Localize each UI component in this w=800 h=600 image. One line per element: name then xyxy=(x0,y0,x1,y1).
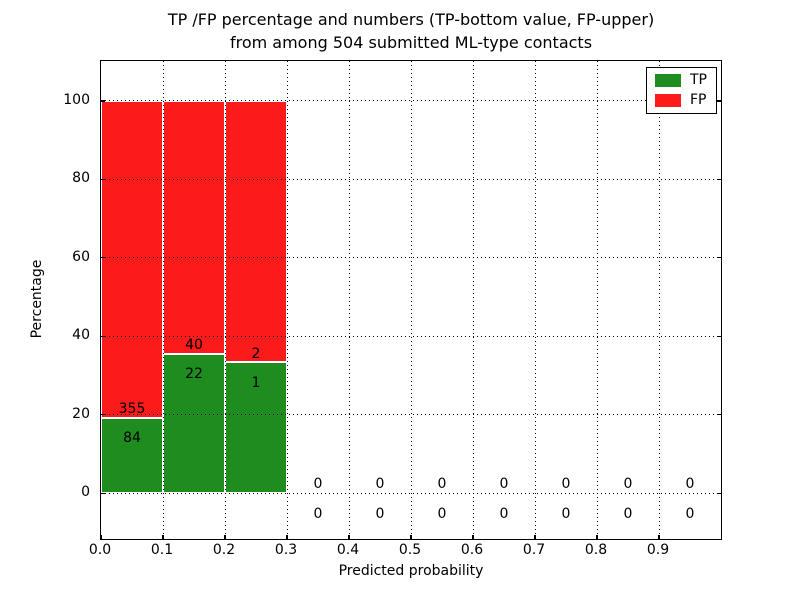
x-tick-label: 0.4 xyxy=(336,542,360,558)
x-tick-mark xyxy=(596,535,598,539)
y-tick-label: 60 xyxy=(72,248,90,265)
y-tick-label: 0 xyxy=(81,484,90,501)
y-tick-mark-right xyxy=(717,414,721,416)
bar-segment-fp xyxy=(163,100,225,354)
x-tick-mark xyxy=(224,535,226,539)
tp-count-label: 0 xyxy=(685,505,695,522)
y-tick-mark-right xyxy=(717,100,721,102)
y-tick-mark xyxy=(101,178,105,180)
y-tick-label: 20 xyxy=(72,405,90,422)
y-tick-mark-right xyxy=(717,257,721,259)
y-tick-mark xyxy=(101,100,105,102)
legend: TP FP xyxy=(646,67,717,114)
tp-count-label: 1 xyxy=(251,374,261,391)
y-tick-mark-right xyxy=(717,335,721,337)
tp-count-label: 0 xyxy=(561,505,571,522)
x-tick-label: 0.2 xyxy=(212,542,236,558)
legend-label-fp: FP xyxy=(690,92,707,108)
gridline-vertical xyxy=(224,61,226,539)
bar-segment-tp xyxy=(163,353,225,494)
bar-segment-fp xyxy=(225,100,287,363)
tp-count-label: 22 xyxy=(185,366,203,383)
fp-count-label: 0 xyxy=(313,476,323,493)
fp-count-label: 0 xyxy=(499,476,509,493)
y-tick-mark xyxy=(101,414,105,416)
x-tick-label: 0.8 xyxy=(584,542,608,558)
y-tick-mark-right xyxy=(717,492,721,494)
fp-count-label: 0 xyxy=(375,476,385,493)
gridline-vertical xyxy=(410,61,412,539)
fp-count-label: 355 xyxy=(118,401,146,418)
fp-count-label: 0 xyxy=(437,476,447,493)
tp-count-label: 0 xyxy=(313,505,323,522)
x-tick-mark xyxy=(658,535,660,539)
fp-count-label: 2 xyxy=(251,345,261,362)
x-tick-label: 0.7 xyxy=(522,542,546,558)
bar-segment-tp xyxy=(225,362,287,494)
x-tick-label: 0.1 xyxy=(150,542,174,558)
y-tick-mark xyxy=(101,335,105,337)
chart-title-line1: TP /FP percentage and numbers (TP-bottom… xyxy=(167,10,655,29)
gridline-vertical xyxy=(472,61,474,539)
bar-segment-tp xyxy=(101,418,163,494)
x-tick-label: 0.5 xyxy=(398,542,422,558)
plot-area: 355 84 40 22 2 1 0 0 0 0 0 0 0 0 0 0 0 0 0 0 TP FP xyxy=(100,60,722,540)
tp-count-label: 0 xyxy=(499,505,509,522)
gridline-vertical xyxy=(286,61,288,539)
fp-count-label: 40 xyxy=(185,337,203,354)
plot-canvas: 355 84 40 22 2 1 0 0 0 0 0 0 0 0 0 0 0 0 0 0 xyxy=(101,61,721,539)
x-tick-mark xyxy=(410,535,412,539)
legend-item-tp: TP xyxy=(655,73,707,88)
tp-count-label: 0 xyxy=(437,505,447,522)
tp-count-label: 0 xyxy=(623,505,633,522)
x-tick-mark xyxy=(534,535,536,539)
bar-segment-fp xyxy=(101,100,163,419)
legend-item-fp: FP xyxy=(655,93,707,108)
tp-count-label: 0 xyxy=(375,505,385,522)
gridline-vertical xyxy=(348,61,350,539)
x-tick-label: 0.9 xyxy=(646,542,670,558)
x-tick-mark xyxy=(472,535,474,539)
x-tick-mark xyxy=(101,535,102,539)
y-tick-mark xyxy=(101,257,105,259)
x-tick-mark xyxy=(348,535,350,539)
fp-count-label: 0 xyxy=(561,476,571,493)
y-tick-label: 100 xyxy=(63,91,90,108)
gridline-vertical xyxy=(534,61,536,539)
chart-title: TP /FP percentage and numbers (TP-bottom… xyxy=(100,8,722,54)
x-tick-label: 0.0 xyxy=(88,542,112,558)
legend-label-tp: TP xyxy=(690,72,707,88)
x-tick-label: 0.6 xyxy=(460,542,484,558)
gridline-vertical xyxy=(162,61,164,539)
x-tick-label: 0.3 xyxy=(274,542,298,558)
fp-count-label: 0 xyxy=(623,476,633,493)
fp-color-swatch xyxy=(655,94,681,107)
y-tick-label: 80 xyxy=(72,170,90,187)
y-tick-label: 40 xyxy=(72,327,90,344)
fp-count-label: 0 xyxy=(685,476,695,493)
x-tick-mark xyxy=(162,535,164,539)
chart-title-line2: from among 504 submitted ML-type contact… xyxy=(229,33,593,52)
tp-color-swatch xyxy=(655,74,681,87)
x-tick-mark xyxy=(286,535,288,539)
x-axis-label: Predicted probability xyxy=(338,563,484,579)
y-tick-mark xyxy=(101,492,105,494)
gridline-vertical xyxy=(658,61,660,539)
gridline-vertical xyxy=(596,61,598,539)
tp-count-label: 84 xyxy=(123,430,141,447)
y-tick-mark-right xyxy=(717,178,721,180)
